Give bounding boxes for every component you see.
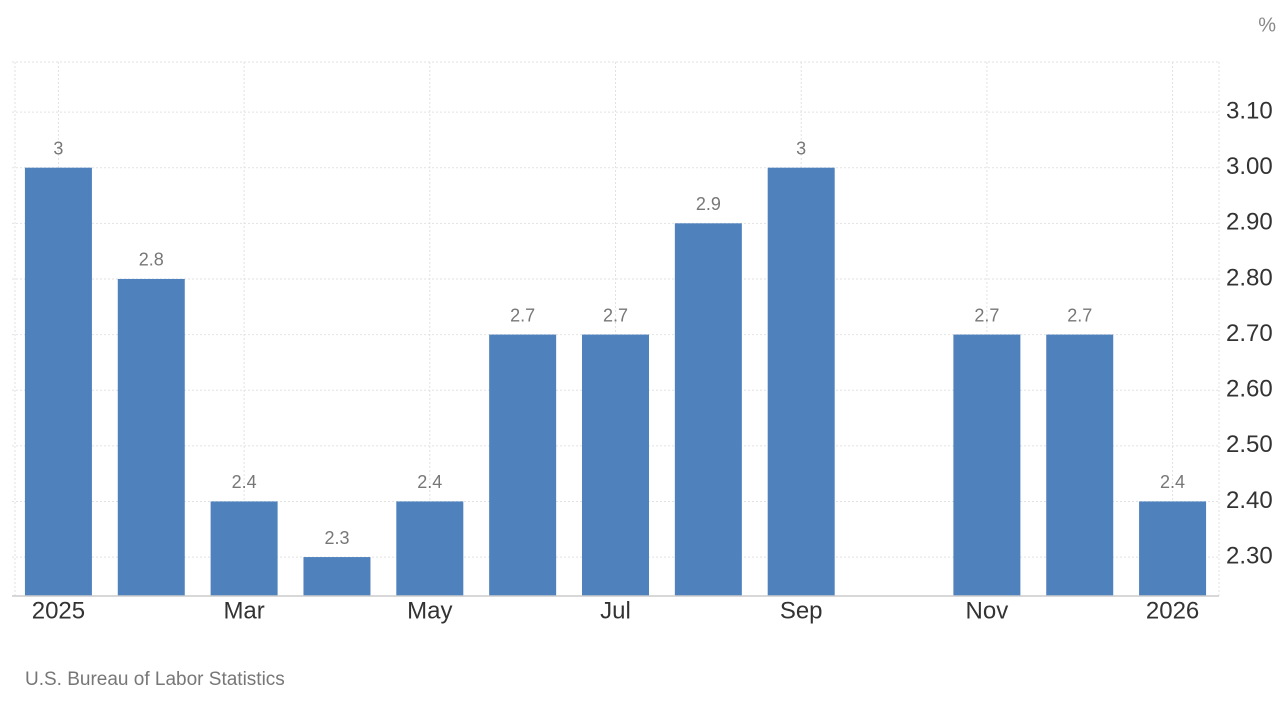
bar [24,167,92,596]
bar [1139,501,1207,596]
x-tick-label: Nov [966,597,1009,624]
y-tick-label: 2.40 [1226,487,1273,514]
y-tick-label: 2.50 [1226,431,1273,458]
y-tick-label: 2.80 [1226,264,1273,291]
bar [767,167,835,596]
bar [303,557,371,596]
data-label: 3 [796,138,806,158]
bar [396,501,464,596]
x-tick-label: Jul [600,597,631,624]
data-label: 3 [53,138,63,158]
x-tick-label: 2026 [1146,597,1199,624]
source: U.S. Bureau of Labor Statistics [25,669,285,690]
bar [489,334,557,596]
x-tick-label: Mar [223,597,264,624]
y-tick-label: 3.10 [1226,97,1273,124]
x-tick-label: Sep [780,597,823,624]
data-label: 2.7 [974,305,999,325]
data-label: 2.8 [139,250,164,270]
bar [674,223,742,596]
bar [210,501,278,596]
data-label: 2.4 [417,472,442,492]
bar [117,278,185,596]
y-tick-label: 2.70 [1226,320,1273,347]
bar [953,334,1021,596]
x-tick-label: May [407,597,452,624]
data-label: 2.3 [324,528,349,548]
data-label: 2.7 [603,305,628,325]
data-label: 2.7 [1067,305,1092,325]
bar [1046,334,1114,596]
data-label: 2.7 [510,305,535,325]
y-tick-label: 2.30 [1226,542,1273,569]
data-label: 2.9 [696,194,721,214]
data-label: 2.4 [232,472,257,492]
y-tick-label: 2.60 [1226,376,1273,403]
unit-label: % [1258,14,1276,36]
data-label: 2.4 [1160,472,1185,492]
y-tick-label: 2.90 [1226,209,1273,236]
y-tick-label: 3.00 [1226,153,1273,180]
x-tick-label: 2025 [32,597,85,624]
bar [582,334,649,596]
